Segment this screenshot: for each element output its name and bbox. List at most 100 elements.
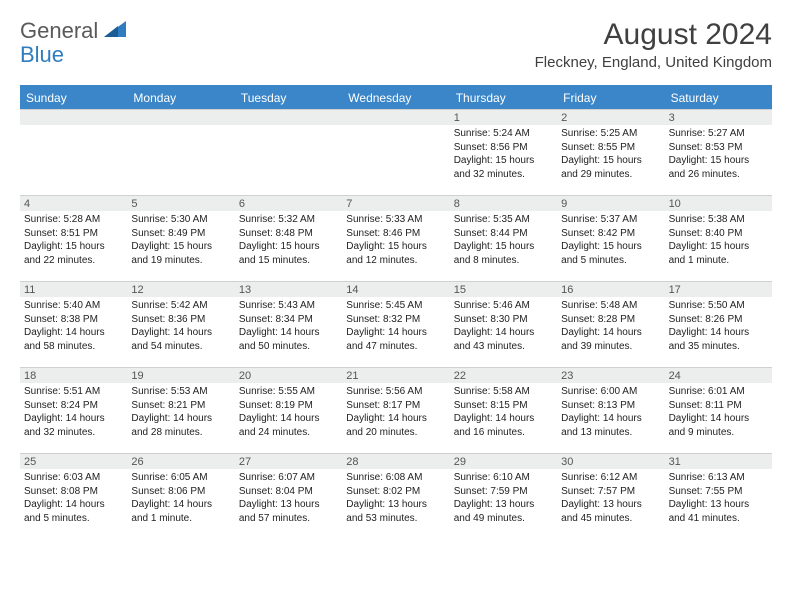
sunset-text: Sunset: 8:21 PM (131, 399, 230, 413)
sunset-text: Sunset: 8:30 PM (454, 313, 553, 327)
day-cell: 6Sunrise: 5:32 AMSunset: 8:48 PMDaylight… (235, 195, 342, 281)
daylight-text: Daylight: 14 hours and 32 minutes. (24, 412, 123, 439)
day-info: Sunrise: 5:56 AMSunset: 8:17 PMDaylight:… (342, 383, 449, 441)
day-header: Saturday (665, 87, 772, 109)
sunrise-text: Sunrise: 6:10 AM (454, 471, 553, 485)
location-text: Fleckney, England, United Kingdom (535, 54, 772, 71)
daylight-text: Daylight: 15 hours and 19 minutes. (131, 240, 230, 267)
sunrise-text: Sunrise: 5:40 AM (24, 299, 123, 313)
day-number: 4 (20, 196, 127, 211)
daylight-text: Daylight: 14 hours and 1 minute. (131, 498, 230, 525)
day-number: 24 (665, 368, 772, 383)
day-number: 19 (127, 368, 234, 383)
day-cell: 13Sunrise: 5:43 AMSunset: 8:34 PMDayligh… (235, 281, 342, 367)
logo: General (20, 18, 128, 44)
daylight-text: Daylight: 14 hours and 28 minutes. (131, 412, 230, 439)
day-cell (127, 109, 234, 195)
day-number (20, 110, 127, 125)
day-number: 13 (235, 282, 342, 297)
daylight-text: Daylight: 14 hours and 13 minutes. (561, 412, 660, 439)
day-info: Sunrise: 5:53 AMSunset: 8:21 PMDaylight:… (127, 383, 234, 441)
sunset-text: Sunset: 8:13 PM (561, 399, 660, 413)
day-number: 21 (342, 368, 449, 383)
day-info: Sunrise: 5:38 AMSunset: 8:40 PMDaylight:… (665, 211, 772, 269)
daylight-text: Daylight: 14 hours and 39 minutes. (561, 326, 660, 353)
day-info: Sunrise: 5:37 AMSunset: 8:42 PMDaylight:… (557, 211, 664, 269)
day-cell (20, 109, 127, 195)
day-number: 5 (127, 196, 234, 211)
title-block: August 2024 Fleckney, England, United Ki… (535, 18, 772, 71)
day-cell: 14Sunrise: 5:45 AMSunset: 8:32 PMDayligh… (342, 281, 449, 367)
day-cell: 23Sunrise: 6:00 AMSunset: 8:13 PMDayligh… (557, 367, 664, 453)
sunrise-text: Sunrise: 5:43 AM (239, 299, 338, 313)
sunset-text: Sunset: 8:51 PM (24, 227, 123, 241)
day-header: Friday (557, 87, 664, 109)
day-info: Sunrise: 5:33 AMSunset: 8:46 PMDaylight:… (342, 211, 449, 269)
sunset-text: Sunset: 8:26 PM (669, 313, 768, 327)
day-info: Sunrise: 6:05 AMSunset: 8:06 PMDaylight:… (127, 469, 234, 527)
daylight-text: Daylight: 14 hours and 35 minutes. (669, 326, 768, 353)
day-number: 27 (235, 454, 342, 469)
day-cell: 5Sunrise: 5:30 AMSunset: 8:49 PMDaylight… (127, 195, 234, 281)
daylight-text: Daylight: 13 hours and 49 minutes. (454, 498, 553, 525)
daylight-text: Daylight: 14 hours and 43 minutes. (454, 326, 553, 353)
day-number (235, 110, 342, 125)
day-number: 8 (450, 196, 557, 211)
sunset-text: Sunset: 8:04 PM (239, 485, 338, 499)
sunrise-text: Sunrise: 6:03 AM (24, 471, 123, 485)
day-info: Sunrise: 5:46 AMSunset: 8:30 PMDaylight:… (450, 297, 557, 355)
day-number: 6 (235, 196, 342, 211)
sunset-text: Sunset: 8:46 PM (346, 227, 445, 241)
day-cell: 9Sunrise: 5:37 AMSunset: 8:42 PMDaylight… (557, 195, 664, 281)
day-info: Sunrise: 5:35 AMSunset: 8:44 PMDaylight:… (450, 211, 557, 269)
day-info: Sunrise: 6:12 AMSunset: 7:57 PMDaylight:… (557, 469, 664, 527)
sunrise-text: Sunrise: 5:38 AM (669, 213, 768, 227)
daylight-text: Daylight: 13 hours and 53 minutes. (346, 498, 445, 525)
sunrise-text: Sunrise: 5:55 AM (239, 385, 338, 399)
day-number: 29 (450, 454, 557, 469)
day-number: 16 (557, 282, 664, 297)
daylight-text: Daylight: 15 hours and 5 minutes. (561, 240, 660, 267)
day-cell: 17Sunrise: 5:50 AMSunset: 8:26 PMDayligh… (665, 281, 772, 367)
day-cell: 21Sunrise: 5:56 AMSunset: 8:17 PMDayligh… (342, 367, 449, 453)
sunrise-text: Sunrise: 6:01 AM (669, 385, 768, 399)
day-number: 10 (665, 196, 772, 211)
day-info: Sunrise: 6:08 AMSunset: 8:02 PMDaylight:… (342, 469, 449, 527)
day-number: 3 (665, 110, 772, 125)
logo-sub: Blue (20, 42, 64, 68)
sunset-text: Sunset: 8:34 PM (239, 313, 338, 327)
day-info: Sunrise: 5:50 AMSunset: 8:26 PMDaylight:… (665, 297, 772, 355)
sunset-text: Sunset: 8:08 PM (24, 485, 123, 499)
sunset-text: Sunset: 8:40 PM (669, 227, 768, 241)
daylight-text: Daylight: 14 hours and 5 minutes. (24, 498, 123, 525)
daylight-text: Daylight: 14 hours and 54 minutes. (131, 326, 230, 353)
logo-triangle-icon (104, 21, 126, 42)
sunset-text: Sunset: 8:44 PM (454, 227, 553, 241)
sunset-text: Sunset: 8:06 PM (131, 485, 230, 499)
day-number: 2 (557, 110, 664, 125)
day-number: 25 (20, 454, 127, 469)
day-header: Tuesday (235, 87, 342, 109)
day-number: 31 (665, 454, 772, 469)
day-number: 14 (342, 282, 449, 297)
day-info: Sunrise: 5:42 AMSunset: 8:36 PMDaylight:… (127, 297, 234, 355)
day-cell: 31Sunrise: 6:13 AMSunset: 7:55 PMDayligh… (665, 453, 772, 539)
day-cell: 18Sunrise: 5:51 AMSunset: 8:24 PMDayligh… (20, 367, 127, 453)
day-header: Monday (127, 87, 234, 109)
sunset-text: Sunset: 8:19 PM (239, 399, 338, 413)
day-number: 18 (20, 368, 127, 383)
sunset-text: Sunset: 8:02 PM (346, 485, 445, 499)
daylight-text: Daylight: 14 hours and 47 minutes. (346, 326, 445, 353)
logo-text-2: Blue (20, 42, 64, 67)
sunset-text: Sunset: 8:32 PM (346, 313, 445, 327)
day-number: 17 (665, 282, 772, 297)
daylight-text: Daylight: 13 hours and 57 minutes. (239, 498, 338, 525)
day-info: Sunrise: 6:03 AMSunset: 8:08 PMDaylight:… (20, 469, 127, 527)
header: General August 2024 Fleckney, England, U… (20, 18, 772, 71)
daylight-text: Daylight: 15 hours and 22 minutes. (24, 240, 123, 267)
day-info: Sunrise: 5:40 AMSunset: 8:38 PMDaylight:… (20, 297, 127, 355)
sunrise-text: Sunrise: 5:37 AM (561, 213, 660, 227)
daylight-text: Daylight: 15 hours and 32 minutes. (454, 154, 553, 181)
day-cell: 20Sunrise: 5:55 AMSunset: 8:19 PMDayligh… (235, 367, 342, 453)
day-cell: 2Sunrise: 5:25 AMSunset: 8:55 PMDaylight… (557, 109, 664, 195)
